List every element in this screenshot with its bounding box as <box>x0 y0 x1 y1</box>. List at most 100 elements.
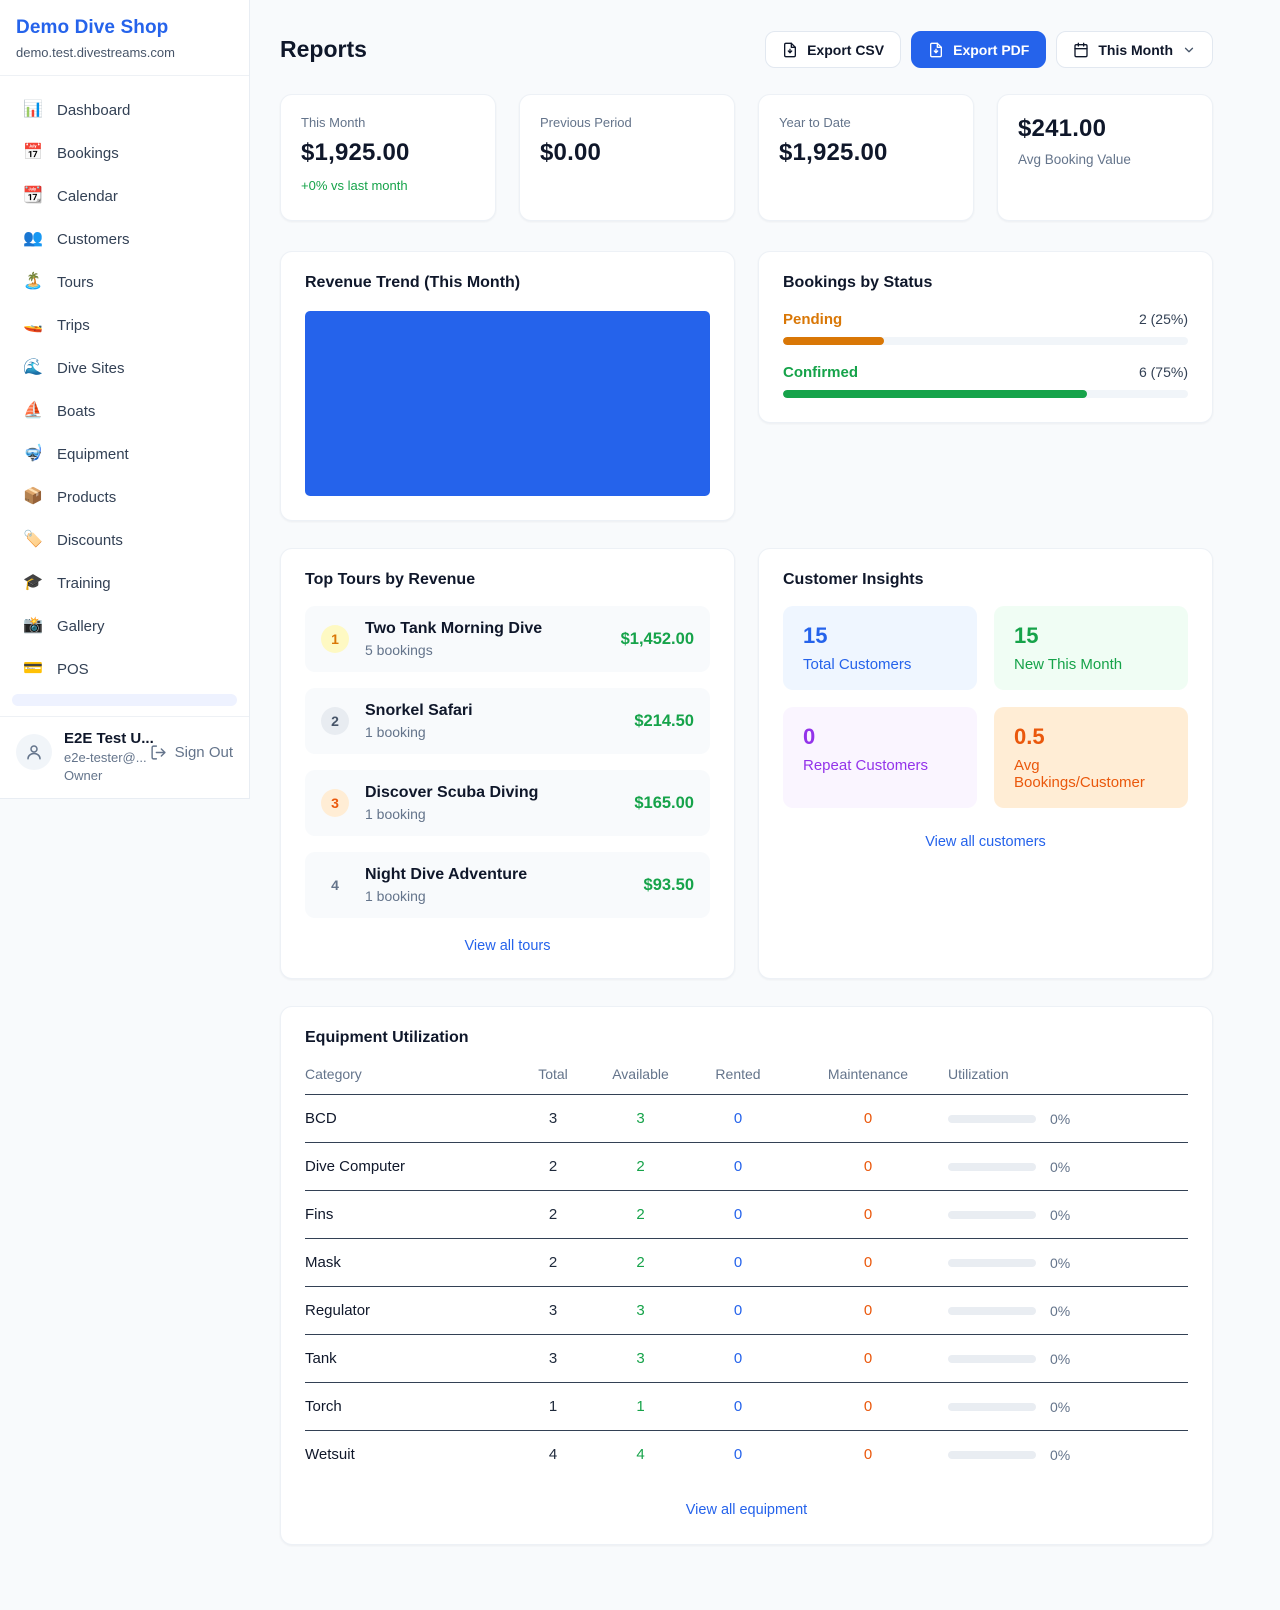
tour-row: 1 Two Tank Morning Dive 5 bookings $1,45… <box>305 606 710 672</box>
bookings-icon: 📅 <box>23 144 43 161</box>
column-rented: Rented <box>715 1066 761 1082</box>
stat-value: $0.00 <box>540 139 602 166</box>
revenue-trend-bar <box>305 311 710 496</box>
progress-track <box>783 390 1188 398</box>
tour-row: 2 Snorkel Safari 1 booking $214.50 <box>305 688 710 754</box>
sidebar-nav: 📊 Dashboard 📅 Bookings 📆 Calendar 👥 Cust… <box>0 76 249 706</box>
tour-list: 1 Two Tank Morning Dive 5 bookings $1,45… <box>305 606 710 918</box>
utilization-percent: 0% <box>1050 1350 1071 1367</box>
sidebar-item-dashboard[interactable]: 📊 Dashboard <box>12 92 237 128</box>
tour-revenue: $165.00 <box>634 793 694 812</box>
equipment-category: BCD <box>305 1110 337 1127</box>
equipment-utilization-panel: Equipment Utilization Category Total Ava… <box>280 1006 1213 1545</box>
insight-label: Total Customers <box>803 656 912 673</box>
header-actions: Export CSV Export PDF This Month <box>765 31 1213 68</box>
utilization-percent: 0% <box>1050 1110 1071 1127</box>
sidebar-item-customers[interactable]: 👥 Customers <box>12 221 237 257</box>
stat-delta: +0% vs last month <box>301 178 408 193</box>
tour-name: Two Tank Morning Dive <box>365 620 543 637</box>
sidebar-item-dive-sites[interactable]: 🌊 Dive Sites <box>12 350 237 386</box>
equipment-table: Category Total Available Rented Maintena… <box>305 1049 1188 1478</box>
equipment-category: Tank <box>305 1350 337 1367</box>
export-pdf-label: Export PDF <box>953 41 1030 58</box>
sidebar-item-boats[interactable]: ⛵ Boats <box>12 393 237 429</box>
products-icon: 📦 <box>23 488 43 505</box>
dashboard-icon: 📊 <box>23 101 43 118</box>
user-footer: E2E Test U... e2e-tester@... Owner Sign … <box>0 716 249 798</box>
column-category: Category <box>305 1066 362 1082</box>
utilization-bar <box>948 1114 1036 1123</box>
tour-row: 3 Discover Scuba Diving 1 booking $165.0… <box>305 770 710 836</box>
sidebar-item-label: Bookings <box>57 144 119 162</box>
sidebar-item-tours[interactable]: 🏝️ Tours <box>12 264 237 300</box>
sidebar-item-label: Training <box>57 574 111 592</box>
sidebar-item-trips[interactable]: 🚤 Trips <box>12 307 237 343</box>
sign-out-button[interactable]: Sign Out <box>150 744 233 761</box>
sidebar-item-bookings[interactable]: 📅 Bookings <box>12 135 237 171</box>
sidebar-item-products[interactable]: 📦 Products <box>12 479 237 515</box>
sidebar-item-label: Trips <box>57 316 90 334</box>
stat-label: Year to Date <box>779 115 851 130</box>
table-row: Torch 1 1 0 0 0% <box>305 1383 1188 1431</box>
rented-value: 0 <box>733 1254 743 1271</box>
utilization-percent: 0% <box>1050 1398 1071 1415</box>
period-select[interactable]: This Month <box>1056 31 1213 68</box>
insight-label: Repeat Customers <box>803 757 929 774</box>
total-value: 1 <box>548 1398 558 1415</box>
sidebar-item-label: Products <box>57 488 117 506</box>
shop-name: Demo Dive Shop <box>16 17 169 38</box>
sidebar-item-label: Discounts <box>57 531 123 549</box>
equipment-utilization-title: Equipment Utilization <box>305 1029 469 1046</box>
sidebar-item-label: Dashboard <box>57 101 131 119</box>
available-value: 2 <box>636 1158 645 1175</box>
total-value: 3 <box>548 1302 558 1319</box>
sidebar-item-reports-active-cutoff[interactable] <box>12 694 237 706</box>
insights-row: Top Tours by Revenue 1 Two Tank Morning … <box>280 548 1213 979</box>
utilization-bar <box>948 1306 1036 1315</box>
stat-value: $241.00 <box>1018 115 1107 142</box>
view-all-equipment-link[interactable]: View all equipment <box>685 1502 808 1518</box>
table-row: Dive Computer 2 2 0 0 0% <box>305 1143 1188 1191</box>
available-value: 2 <box>636 1254 645 1271</box>
stat-value: $1,925.00 <box>779 139 888 166</box>
table-row: BCD 3 3 0 0 0% <box>305 1095 1188 1143</box>
progress-fill-confirmed <box>783 390 1087 398</box>
view-all-customers-link[interactable]: View all customers <box>925 834 1046 850</box>
shop-domain: demo.test.divestreams.com <box>16 45 175 60</box>
stat-card-year-to-date: Year to Date $1,925.00 <box>758 94 974 221</box>
rank-badge: 1 <box>321 625 349 653</box>
rented-value: 0 <box>733 1206 743 1223</box>
view-all-tours-link[interactable]: View all tours <box>464 938 551 954</box>
logout-icon <box>151 745 166 760</box>
rented-value: 0 <box>733 1398 743 1415</box>
export-pdf-button[interactable]: Export PDF <box>911 31 1047 68</box>
table-row: Regulator 3 3 0 0 0% <box>305 1287 1188 1335</box>
progress-track <box>783 337 1188 345</box>
sidebar-item-pos[interactable]: 💳 POS <box>12 651 237 687</box>
stat-label: Previous Period <box>540 115 632 130</box>
column-utilization: Utilization <box>948 1066 1009 1082</box>
stats-grid: This Month $1,925.00 +0% vs last month P… <box>280 94 1213 221</box>
sidebar-item-calendar[interactable]: 📆 Calendar <box>12 178 237 214</box>
rank-badge: 2 <box>321 707 349 735</box>
tours-icon: 🏝️ <box>23 273 43 290</box>
person-icon <box>27 745 41 760</box>
tour-name: Night Dive Adventure <box>365 866 528 883</box>
status-row-confirmed: Confirmed 6 (75%) <box>783 364 1188 398</box>
export-csv-button[interactable]: Export CSV <box>765 31 902 68</box>
sidebar-item-training[interactable]: 🎓 Training <box>12 565 237 601</box>
avatar <box>16 734 52 770</box>
column-total: Total <box>538 1066 568 1082</box>
sidebar-item-gallery[interactable]: 📸 Gallery <box>12 608 237 644</box>
tour-bookings: 1 booking <box>365 806 426 822</box>
discounts-icon: 🏷️ <box>23 531 43 548</box>
user-email: e2e-tester@... <box>64 750 147 765</box>
utilization-percent: 0% <box>1050 1254 1071 1271</box>
sidebar-item-equipment[interactable]: 🤿 Equipment <box>12 436 237 472</box>
main-content: Reports Export CSV Export PDF This Month… <box>250 0 1280 1590</box>
tour-bookings: 1 booking <box>365 888 426 904</box>
insight-label: Avg Bookings/Customer <box>1014 757 1145 791</box>
export-csv-label: Export CSV <box>807 41 885 58</box>
utilization-percent: 0% <box>1050 1206 1071 1223</box>
sidebar-item-discounts[interactable]: 🏷️ Discounts <box>12 522 237 558</box>
